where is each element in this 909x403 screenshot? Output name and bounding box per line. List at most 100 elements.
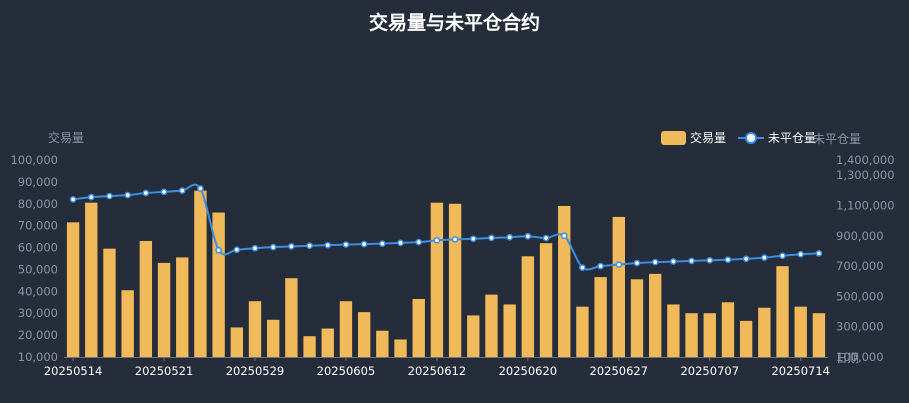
volume-bar[interactable] (539, 243, 553, 357)
volume-bar[interactable] (649, 273, 662, 357)
volume-bar[interactable] (776, 266, 789, 357)
legend-volume-label[interactable]: 交易量 (690, 130, 726, 145)
volume-bar[interactable] (267, 319, 280, 357)
open-interest-point[interactable] (579, 264, 586, 271)
volume-bar[interactable] (139, 240, 153, 357)
open-interest-point[interactable] (415, 238, 423, 246)
right-tick-label: 1,100,000 (836, 198, 895, 212)
left-tick-label: 30,000 (18, 306, 58, 320)
volume-bar[interactable] (248, 301, 262, 357)
volume-bar[interactable] (121, 290, 134, 357)
volume-bar[interactable] (448, 203, 462, 357)
volume-bar[interactable] (576, 306, 589, 357)
open-interest-point[interactable] (469, 235, 477, 243)
volume-bar[interactable] (430, 202, 444, 357)
open-interest-point[interactable] (306, 242, 313, 250)
volume-bar[interactable] (703, 313, 716, 357)
open-interest-point[interactable] (397, 239, 404, 247)
open-interest-point[interactable] (288, 243, 295, 250)
left-tick-label: 60,000 (18, 241, 58, 255)
volume-bar[interactable] (357, 312, 371, 357)
volume-bar[interactable] (85, 202, 98, 357)
open-interest-point[interactable] (197, 185, 204, 192)
volume-bar[interactable] (103, 248, 116, 357)
open-interest-point[interactable] (688, 257, 695, 265)
volume-bar[interactable] (558, 205, 571, 357)
open-interest-point[interactable] (542, 234, 550, 242)
volume-bar[interactable] (794, 306, 807, 357)
volume-bar[interactable] (212, 212, 225, 357)
volume-bar[interactable] (394, 339, 407, 357)
open-interest-point[interactable] (324, 241, 332, 249)
volume-bar[interactable] (594, 277, 607, 357)
chart-title: 交易量与未平仓合约 (369, 11, 540, 34)
volume-bar[interactable] (721, 302, 735, 357)
volume-bar[interactable] (521, 256, 535, 357)
open-interest-point[interactable] (560, 232, 568, 240)
open-interest-point[interactable] (142, 189, 150, 197)
right-axis-name: 未平仓量 (813, 132, 861, 146)
open-interest-line (69, 183, 823, 271)
open-interest-point[interactable] (815, 249, 823, 257)
open-interest-point[interactable] (779, 252, 786, 260)
legend-volume-swatch[interactable] (661, 131, 686, 145)
left-tick-label: 90,000 (18, 175, 58, 189)
open-interest-point[interactable] (524, 232, 532, 240)
open-interest-point[interactable] (706, 256, 714, 264)
volume-bar[interactable] (157, 262, 171, 357)
open-interest-point[interactable] (451, 236, 459, 243)
volume-bar[interactable] (630, 279, 644, 357)
open-interest-point[interactable] (69, 196, 77, 203)
right-tick-label: 500,000 (836, 289, 884, 303)
open-interest-point[interactable] (178, 187, 186, 194)
legend-oi-marker[interactable] (745, 132, 757, 144)
volume-bar[interactable] (285, 278, 298, 357)
open-interest-point[interactable] (670, 258, 677, 265)
volume-bar[interactable] (685, 313, 698, 357)
open-interest-point[interactable] (233, 246, 241, 254)
volume-bar[interactable] (176, 257, 189, 357)
volume-bar[interactable] (194, 190, 207, 357)
open-interest-point[interactable] (160, 188, 168, 196)
open-interest-point[interactable] (760, 254, 768, 261)
volume-bar[interactable] (303, 336, 316, 357)
left-tick-label: 20,000 (18, 328, 58, 342)
volume-bar[interactable] (612, 216, 625, 357)
open-interest-point[interactable] (506, 233, 514, 241)
volume-bar[interactable] (66, 222, 80, 357)
volume-bar[interactable] (467, 315, 480, 357)
open-interest-point[interactable] (488, 234, 495, 242)
open-interest-point[interactable] (797, 250, 805, 258)
volume-bar[interactable] (667, 304, 680, 357)
volume-bar[interactable] (739, 320, 753, 357)
open-interest-point[interactable] (124, 191, 132, 199)
legend-oi-label[interactable]: 未平仓量 (768, 131, 816, 145)
x-axis-name: 日期 (836, 351, 859, 365)
volume-bar[interactable] (376, 330, 389, 357)
volume-bar[interactable] (812, 313, 826, 357)
open-interest-point[interactable] (378, 240, 386, 247)
volume-bar[interactable] (485, 294, 498, 357)
x-tick-label: 20250620 (499, 364, 558, 378)
open-interest-point[interactable] (360, 240, 368, 248)
open-interest-point[interactable] (215, 246, 222, 254)
open-interest-point[interactable] (597, 262, 604, 270)
volume-bar[interactable] (230, 327, 243, 357)
open-interest-point[interactable] (251, 244, 259, 252)
open-interest-point[interactable] (742, 255, 750, 263)
open-interest-point[interactable] (269, 243, 277, 251)
open-interest-point[interactable] (615, 261, 623, 268)
open-interest-point[interactable] (433, 236, 441, 244)
volume-bar[interactable] (412, 298, 425, 357)
volume-bar[interactable] (503, 304, 516, 357)
volume-bar[interactable] (321, 328, 334, 357)
volume-bars (66, 190, 826, 357)
open-interest-point[interactable] (633, 259, 641, 267)
volume-bar[interactable] (758, 307, 771, 357)
open-interest-point[interactable] (651, 258, 659, 266)
open-interest-point[interactable] (724, 256, 732, 264)
volume-bar[interactable] (339, 301, 353, 357)
open-interest-point[interactable] (342, 241, 350, 248)
open-interest-point[interactable] (87, 193, 95, 201)
open-interest-point[interactable] (106, 192, 113, 200)
